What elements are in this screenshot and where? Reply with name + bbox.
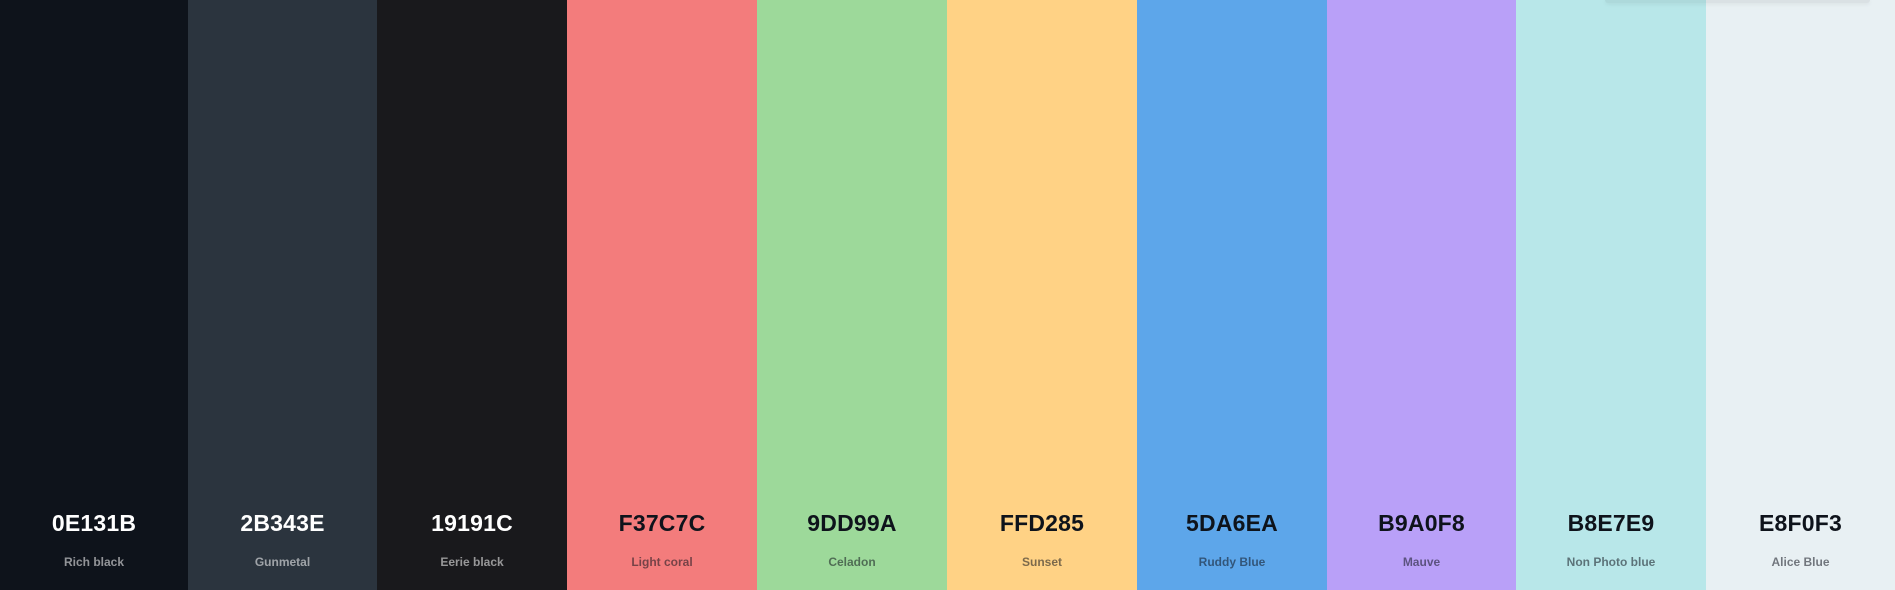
swatch-name[interactable]: Gunmetal [254,555,311,569]
swatch-name[interactable]: Eerie black [440,555,504,569]
swatch-name[interactable]: Non Photo blue [1566,555,1656,569]
swatch-hex[interactable]: 19191C [431,510,513,536]
swatch-rich-black[interactable]: 0E131B Rich black [0,0,188,590]
swatch-hex[interactable]: FFD285 [999,510,1085,536]
swatch-name[interactable]: Rich black [63,555,125,569]
swatch-ruddy-blue[interactable]: 5DA6EA Ruddy Blue [1137,0,1327,590]
swatch-eerie-black[interactable]: 19191C Eerie black [377,0,567,590]
swatch-hex[interactable]: E8F0F3 [1758,510,1842,536]
swatch-hex[interactable]: 9DD99A [807,510,897,536]
top-toolbar-edge [1605,0,1870,3]
swatch-celadon[interactable]: 9DD99A Celadon [757,0,947,590]
swatch-light-coral[interactable]: F37C7C Light coral [567,0,757,590]
swatch-name[interactable]: Light coral [631,555,693,569]
swatch-name[interactable]: Mauve [1402,555,1441,569]
swatch-hex[interactable]: B8E7E9 [1567,510,1655,536]
swatch-hex[interactable]: B9A0F8 [1378,510,1465,536]
swatch-mauve[interactable]: B9A0F8 Mauve [1327,0,1516,590]
swatch-hex[interactable]: 2B343E [240,510,325,536]
swatch-name[interactable]: Alice Blue [1771,555,1830,569]
swatch-sunset[interactable]: FFD285 Sunset [947,0,1137,590]
swatch-name[interactable]: Celadon [828,555,876,569]
swatch-hex[interactable]: F37C7C [618,510,706,536]
swatch-alice-blue[interactable]: E8F0F3 Alice Blue [1706,0,1895,590]
swatch-name[interactable]: Ruddy Blue [1198,555,1266,569]
swatch-gunmetal[interactable]: 2B343E Gunmetal [188,0,377,590]
swatch-name[interactable]: Sunset [1021,555,1062,569]
swatch-hex[interactable]: 5DA6EA [1186,510,1278,536]
swatch-hex[interactable]: 0E131B [51,510,137,536]
swatch-non-photo-blue[interactable]: B8E7E9 Non Photo blue [1516,0,1706,590]
